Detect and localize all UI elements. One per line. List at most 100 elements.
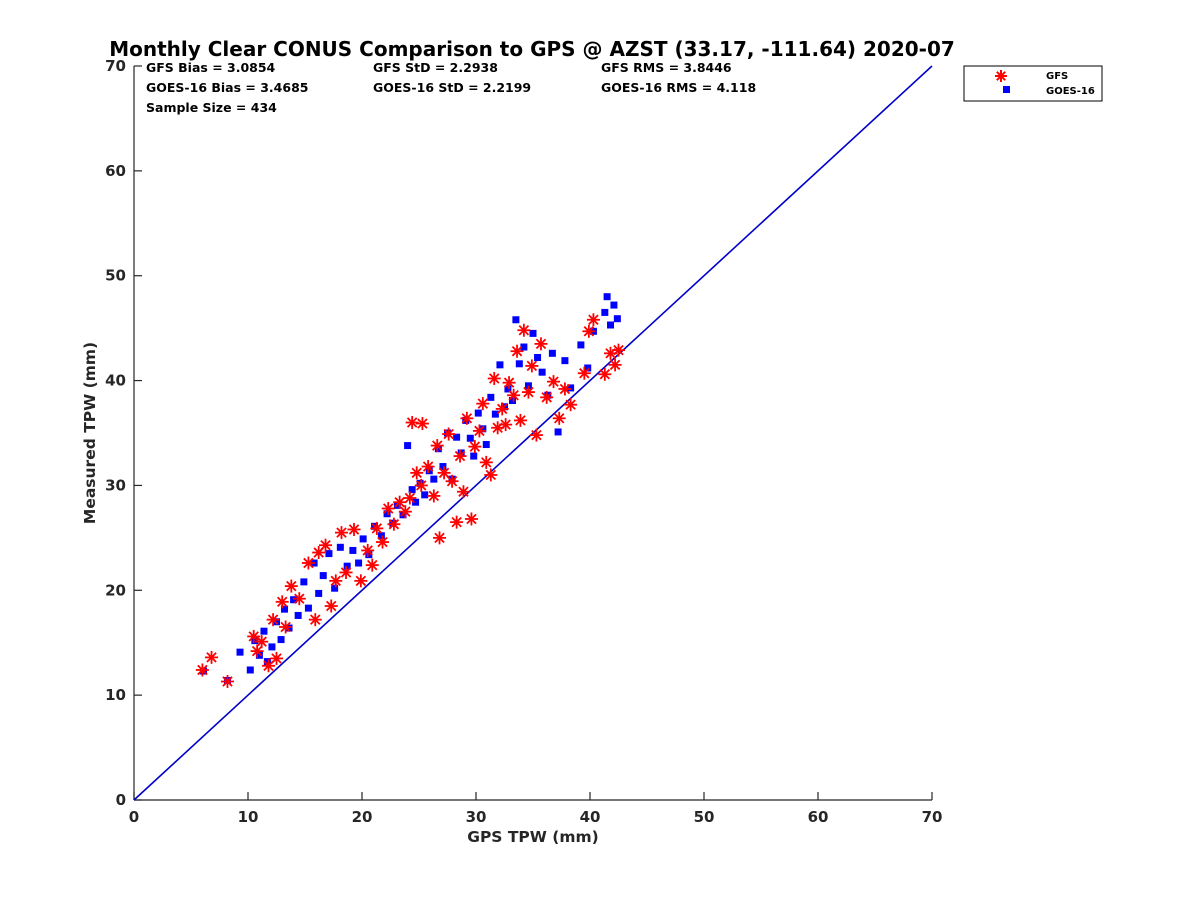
y-tick-label: 70 xyxy=(105,57,126,75)
x-tick-label: 20 xyxy=(352,808,373,826)
goes16-point xyxy=(470,452,478,460)
gfs-point xyxy=(608,358,622,372)
gfs-point xyxy=(255,635,269,649)
goes16-point xyxy=(315,589,323,597)
gfs-point xyxy=(445,474,459,488)
goes-rms-text: GOES-16 RMS = 4.118 xyxy=(601,80,756,95)
gfs-point xyxy=(308,613,322,627)
gfs-point xyxy=(405,416,419,430)
gfs-point xyxy=(433,531,447,545)
gfs-point xyxy=(577,366,591,380)
legend-box xyxy=(963,65,1103,102)
x-tick-label: 30 xyxy=(466,808,487,826)
x-tick-label: 10 xyxy=(238,808,259,826)
goes16-point xyxy=(421,491,429,499)
goes16-point xyxy=(280,605,288,613)
gfs-point xyxy=(339,565,353,579)
gfs-point xyxy=(552,411,566,425)
goes16-point xyxy=(425,467,433,475)
gfs-point xyxy=(393,495,407,509)
gfs-point xyxy=(586,313,600,327)
goes16-point xyxy=(479,425,487,433)
gfs-series xyxy=(195,313,625,689)
goes16-point xyxy=(561,357,569,365)
goes16-point xyxy=(349,546,357,554)
gfs-point xyxy=(437,466,451,480)
goes16-point xyxy=(331,584,339,592)
gfs-point xyxy=(453,449,467,463)
gfs-point xyxy=(354,574,368,588)
goes16-point xyxy=(439,463,447,471)
gfs-point xyxy=(502,376,516,390)
gfs-point xyxy=(612,343,625,357)
gfs-point xyxy=(270,651,283,665)
gfs-point xyxy=(464,512,478,526)
x-axis-ticks: 0 10 20 30 40 50 60 70 xyxy=(129,792,943,826)
goes16-point xyxy=(246,666,254,674)
y-tick-label: 30 xyxy=(105,476,126,494)
goes16-point xyxy=(236,648,244,656)
gfs-point xyxy=(365,558,379,572)
goes16-point xyxy=(273,618,280,626)
gfs-point xyxy=(347,522,361,536)
goes16-point xyxy=(529,329,537,337)
goes16-point xyxy=(538,368,546,376)
x-tick-label: 50 xyxy=(694,808,715,826)
y-tick-label: 20 xyxy=(105,581,126,599)
goes16-point xyxy=(466,434,474,442)
gfs-point xyxy=(220,675,234,689)
x-tick-label: 70 xyxy=(922,808,943,826)
goes16-point xyxy=(613,315,621,323)
goes16-point xyxy=(453,433,461,441)
gfs-point xyxy=(513,413,527,427)
gfs-rms-text: GFS RMS = 3.8446 xyxy=(601,60,732,75)
gfs-point xyxy=(484,468,498,482)
goes16-point xyxy=(584,364,592,372)
gfs-point xyxy=(275,595,289,609)
goes16-point xyxy=(601,308,609,316)
goes16-point xyxy=(457,449,465,457)
goes16-point xyxy=(408,486,416,494)
goes16-point xyxy=(325,550,333,558)
gfs-point xyxy=(205,650,219,664)
y-axis-ticks: 0 10 20 30 40 50 60 70 xyxy=(105,57,142,809)
chart-title: Monthly Clear CONUS Comparison to GPS @ … xyxy=(109,37,955,61)
gfs-point xyxy=(266,613,280,627)
gfs-point xyxy=(415,417,429,431)
gfs-point xyxy=(370,521,384,535)
legend-goes-label: GOES-16 xyxy=(1046,86,1095,97)
goes16-point xyxy=(491,410,499,418)
gfs-point xyxy=(247,629,261,643)
gfs-point xyxy=(334,526,348,540)
goes16-point xyxy=(285,624,293,632)
goes16-point xyxy=(260,627,268,635)
goes16-point xyxy=(300,578,308,586)
gfs-point xyxy=(195,663,209,677)
stats-annotations: GFS Bias = 3.0854 GOES-16 Bias = 3.4685 … xyxy=(146,60,756,115)
gfs-point xyxy=(361,543,375,557)
legend: GFS GOES-16 xyxy=(963,65,1103,102)
goes16-point xyxy=(496,361,504,369)
goes16-point xyxy=(263,658,271,666)
gfs-point xyxy=(427,489,441,503)
gfs-point xyxy=(387,517,401,531)
goes-std-text: GOES-16 StD = 2.2199 xyxy=(373,80,531,95)
goes16-point xyxy=(482,441,490,449)
goes16-point xyxy=(290,596,298,604)
gfs-point xyxy=(450,515,464,529)
legend-goes-marker xyxy=(1003,86,1010,93)
gfs-point xyxy=(517,323,531,337)
goes16-point xyxy=(504,385,512,393)
goes16-point xyxy=(515,360,523,368)
goes16-point xyxy=(404,442,412,450)
gfs-point xyxy=(376,535,390,549)
gfs-point xyxy=(468,440,482,454)
gfs-point xyxy=(292,592,306,606)
goes16-point xyxy=(343,562,351,570)
gfs-point xyxy=(460,411,474,425)
gfs-point xyxy=(558,382,572,396)
gfs-point xyxy=(476,397,490,411)
gfs-point xyxy=(421,460,435,474)
y-tick-label: 10 xyxy=(105,686,126,704)
goes16-point xyxy=(336,543,344,551)
